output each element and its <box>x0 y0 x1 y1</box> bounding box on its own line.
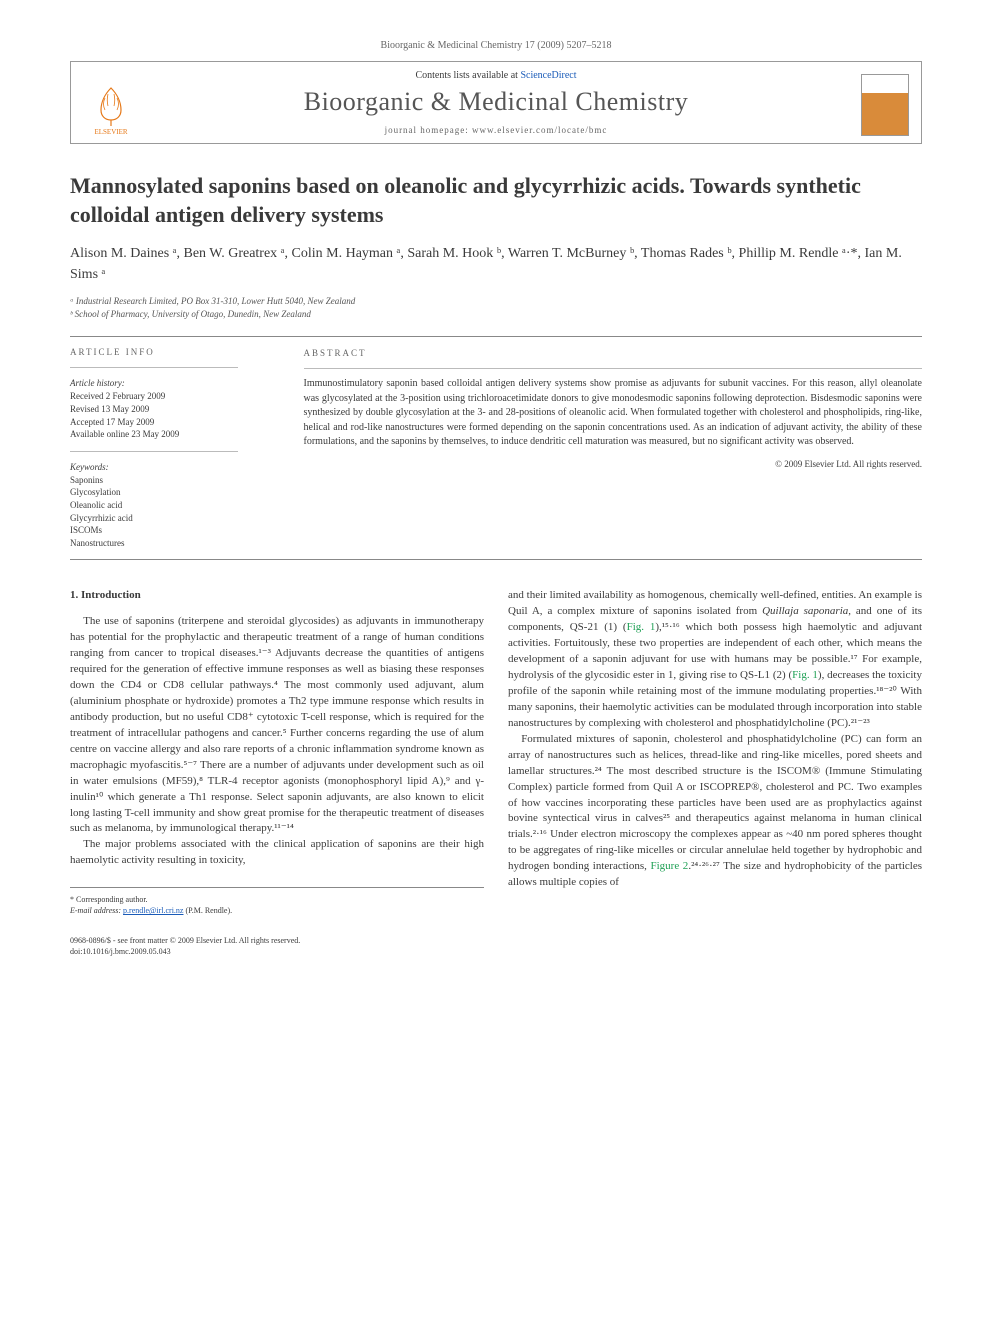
body-text-columns: 1. Introduction The use of saponins (tri… <box>70 588 922 957</box>
article-title: Mannosylated saponins based on oleanolic… <box>70 172 922 229</box>
keywords-label: Keywords: <box>70 462 280 472</box>
abstract-label: ABSTRACT <box>304 347 922 360</box>
corresponding-email-line: E-mail address: p.rendle@irl.cri.nz (P.M… <box>70 905 484 916</box>
keyword: Oleanolic acid <box>70 499 280 512</box>
journal-homepage-line: journal homepage: www.elsevier.com/locat… <box>83 125 909 135</box>
divider <box>70 451 238 452</box>
history-online: Available online 23 May 2009 <box>70 428 280 441</box>
journal-header-box: ELSEVIER Contents lists available at Sci… <box>70 61 922 144</box>
history-label: Article history: <box>70 378 280 388</box>
citation-line: Bioorganic & Medicinal Chemistry 17 (200… <box>70 40 922 51</box>
homepage-url: www.elsevier.com/locate/bmc <box>472 125 607 135</box>
keyword: Nanostructures <box>70 537 280 550</box>
article-info-column: ARTICLE INFO Article history: Received 2… <box>70 337 292 559</box>
figure-ref[interactable]: Figure 2 <box>650 860 688 872</box>
figure-ref[interactable]: Fig. 1 <box>627 621 656 633</box>
body-column-left: 1. Introduction The use of saponins (tri… <box>70 588 484 957</box>
body-paragraph: and their limited availability as homoge… <box>508 588 922 731</box>
abstract-column: ABSTRACT Immunostimulatory saponin based… <box>292 337 922 559</box>
affiliation-a: ᵃ Industrial Research Limited, PO Box 31… <box>70 295 922 308</box>
email-suffix: (P.M. Rendle). <box>183 906 232 915</box>
article-info-label: ARTICLE INFO <box>70 347 280 357</box>
article-meta-row: ARTICLE INFO Article history: Received 2… <box>70 336 922 560</box>
doi-line: doi:10.1016/j.bmc.2009.05.043 <box>70 946 484 957</box>
body-paragraph: The major problems associated with the c… <box>70 837 484 869</box>
section-heading-introduction: 1. Introduction <box>70 588 484 604</box>
front-matter-copyright: 0968-0896/$ - see front matter © 2009 El… <box>70 935 484 946</box>
publisher-name: ELSEVIER <box>94 128 127 136</box>
keyword: Glycyrrhizic acid <box>70 512 280 525</box>
body-paragraph: Formulated mixtures of saponin, choleste… <box>508 732 922 891</box>
keyword: Saponins <box>70 474 280 487</box>
contents-available-line: Contents lists available at ScienceDirec… <box>83 70 909 81</box>
divider <box>304 368 922 369</box>
homepage-label: journal homepage: <box>385 125 472 135</box>
figure-ref[interactable]: Fig. 1 <box>792 669 818 681</box>
divider <box>70 367 238 368</box>
body-paragraph: The use of saponins (triterpene and ster… <box>70 614 484 837</box>
journal-cover-thumbnail <box>861 74 909 136</box>
body-column-right: and their limited availability as homoge… <box>508 588 922 957</box>
author-list: Alison M. Daines ᵃ, Ben W. Greatrex ᵃ, C… <box>70 243 922 285</box>
corresponding-label: * Corresponding author. <box>70 894 484 905</box>
abstract-text: Immunostimulatory saponin based colloida… <box>304 377 922 450</box>
history-revised: Revised 13 May 2009 <box>70 403 280 416</box>
keyword: Glycosylation <box>70 486 280 499</box>
sciencedirect-link[interactable]: ScienceDirect <box>520 70 576 81</box>
copyright-footer: 0968-0896/$ - see front matter © 2009 El… <box>70 935 484 957</box>
elsevier-tree-icon <box>91 84 131 128</box>
email-label: E-mail address: <box>70 906 123 915</box>
history-received: Received 2 February 2009 <box>70 390 280 403</box>
journal-title: Bioorganic & Medicinal Chemistry <box>83 87 909 117</box>
contents-prefix: Contents lists available at <box>415 70 520 81</box>
history-accepted: Accepted 17 May 2009 <box>70 416 280 429</box>
affiliation-b: ᵇ School of Pharmacy, University of Otag… <box>70 308 922 321</box>
corresponding-author-footer: * Corresponding author. E-mail address: … <box>70 887 484 916</box>
species-name: Quillaja saponaria <box>762 605 848 617</box>
abstract-copyright: © 2009 Elsevier Ltd. All rights reserved… <box>304 458 922 471</box>
publisher-logo: ELSEVIER <box>83 74 139 136</box>
affiliations: ᵃ Industrial Research Limited, PO Box 31… <box>70 295 922 320</box>
keyword: ISCOMs <box>70 524 280 537</box>
corresponding-email-link[interactable]: p.rendle@irl.cri.nz <box>123 906 183 915</box>
